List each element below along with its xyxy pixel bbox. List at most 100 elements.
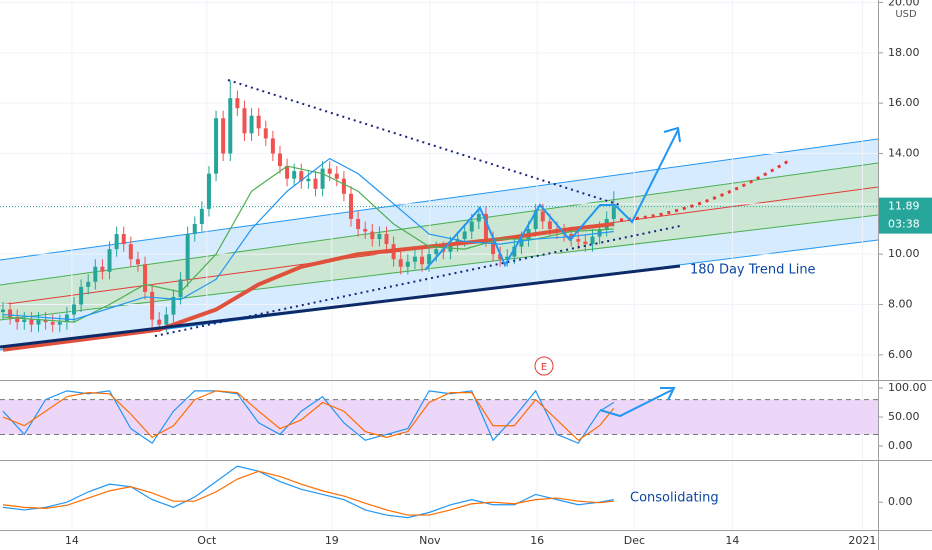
candle-body xyxy=(356,218,361,230)
indicator-line xyxy=(2,390,615,442)
candle-body xyxy=(370,231,375,240)
candle-body xyxy=(93,266,98,282)
candle-body xyxy=(263,128,268,139)
drawings: E 180 Day Trend Line Consolidating xyxy=(0,79,816,506)
candle-body xyxy=(455,239,460,245)
candle-body xyxy=(0,309,5,313)
candle-body xyxy=(285,166,290,179)
y-tick-label: 18.00 xyxy=(888,46,920,59)
candle-body xyxy=(206,173,211,209)
candle-body xyxy=(270,138,275,154)
indicator-line xyxy=(2,389,615,444)
candle-body xyxy=(249,115,254,134)
candle-body xyxy=(114,234,119,250)
candle-body xyxy=(327,168,332,174)
indicator-line xyxy=(2,221,615,352)
candle-body xyxy=(221,118,226,154)
candle-body xyxy=(491,239,496,255)
candle-body xyxy=(462,231,467,240)
x-tick-label: 19 xyxy=(325,534,339,547)
candle-body xyxy=(178,279,183,297)
candle-body xyxy=(412,256,417,262)
candle-body xyxy=(64,314,69,323)
candle-body xyxy=(476,213,481,222)
candle-body xyxy=(576,239,581,242)
candle-body xyxy=(228,98,233,154)
candle-body xyxy=(57,322,62,325)
candle-body xyxy=(143,264,148,292)
candle-body xyxy=(192,223,197,235)
candle-body xyxy=(8,309,13,318)
candle-body xyxy=(292,171,297,179)
candle-body xyxy=(128,244,133,260)
indicator-line xyxy=(2,465,614,519)
candle-body xyxy=(277,153,282,167)
candle-body xyxy=(100,266,105,272)
y-tick-label: 16.00 xyxy=(888,96,920,109)
indicator-line xyxy=(2,470,614,516)
candle-body xyxy=(107,249,112,272)
candle-body xyxy=(15,317,20,323)
x-tick-label: 14 xyxy=(65,534,79,547)
candle-body xyxy=(405,261,410,267)
candle-body xyxy=(320,168,325,189)
candle-body xyxy=(50,322,55,325)
y-tick-label: 14.00 xyxy=(888,147,920,160)
y-tick-label: 0.00 xyxy=(888,439,913,452)
candle-body xyxy=(533,211,538,230)
candle-body xyxy=(583,241,588,245)
candle-body xyxy=(150,291,155,320)
candle-body xyxy=(22,319,27,323)
x-tick-label: Nov xyxy=(419,534,441,547)
candle-body xyxy=(199,208,204,224)
candle-body xyxy=(135,259,140,265)
candle-body xyxy=(469,221,474,232)
candle-body xyxy=(341,178,346,194)
candle-body xyxy=(214,118,219,174)
candle-body xyxy=(420,256,425,265)
candle-body xyxy=(384,234,389,245)
x-tick-label: 2021 xyxy=(848,534,876,547)
y-tick-label: 20.00 xyxy=(888,0,920,9)
annotation: Consolidating xyxy=(630,491,719,506)
y-tick-label: 50.00 xyxy=(888,410,920,423)
y-tick-label: 6.00 xyxy=(888,348,913,361)
candle-body xyxy=(79,286,84,305)
candle-body xyxy=(483,213,488,240)
candle-body xyxy=(512,246,517,257)
candle-body xyxy=(377,234,382,240)
annotation: 180 Day Trend Line xyxy=(690,263,816,278)
candle-body xyxy=(242,108,247,134)
candle-body xyxy=(313,178,318,189)
candle-body xyxy=(590,236,595,245)
candle-body xyxy=(164,314,169,325)
candle-body xyxy=(334,173,339,179)
last-price-label: 11.89 xyxy=(888,200,920,213)
candle-body xyxy=(498,254,503,260)
currency: USD xyxy=(895,9,917,20)
candle-body xyxy=(306,178,311,182)
x-tick-label: 16 xyxy=(530,534,544,547)
candle-body xyxy=(505,256,510,260)
candle-body xyxy=(434,249,439,255)
x-tick-label: Dec xyxy=(624,534,645,547)
y-tick-label: 100.00 xyxy=(888,381,927,394)
countdown-label: 03:38 xyxy=(888,218,920,231)
x-tick-label: Oct xyxy=(197,534,217,547)
last-price-box xyxy=(879,197,932,234)
candle-body xyxy=(540,211,545,222)
candle-body xyxy=(86,281,91,287)
candle-body xyxy=(235,98,240,109)
stoch-band xyxy=(0,399,878,435)
candle-body xyxy=(427,254,432,265)
candle-body xyxy=(171,296,176,315)
y-tick-label: 0.00 xyxy=(888,495,913,508)
candle-body xyxy=(299,171,304,182)
candle-body xyxy=(363,229,368,232)
y-tick-label: 8.00 xyxy=(888,298,913,311)
candle-body xyxy=(519,239,524,247)
candle-body xyxy=(29,319,34,325)
event-marker: E xyxy=(541,362,547,373)
